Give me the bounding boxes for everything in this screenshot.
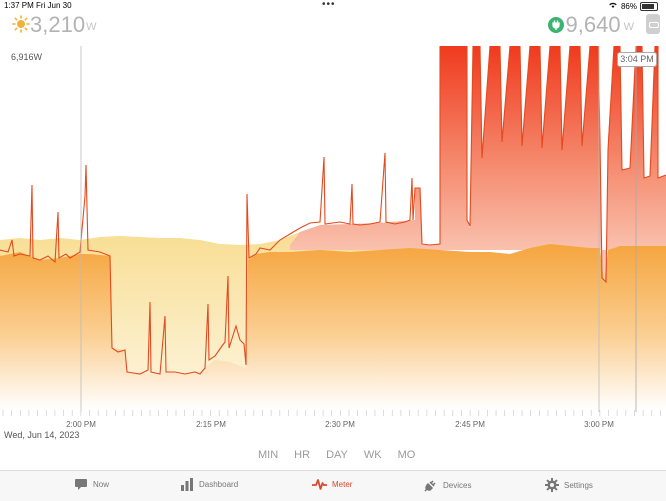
x-tick-label: 2:45 PM — [455, 420, 485, 429]
solar-unit: W — [86, 21, 97, 33]
consumption-line — [0, 46, 666, 375]
consumption-area — [0, 244, 666, 410]
x-tick-label: 2:00 PM — [66, 420, 96, 429]
x-tick-label: 3:00 PM — [584, 420, 614, 429]
current-time-label: 3:04 PM — [617, 52, 657, 67]
solar-value: 3,210 — [30, 12, 86, 37]
grid-plug-icon — [547, 17, 564, 38]
tab-now-label: Now — [93, 480, 110, 489]
device-icon[interactable] — [646, 14, 660, 34]
range-wk-button[interactable]: WK — [363, 449, 382, 461]
power-meter-chart[interactable] — [0, 46, 666, 426]
status-bar: 1:37 PM Fri Jun 30 ••• 86% — [0, 0, 666, 12]
solar-reading[interactable]: 3,210 W — [12, 12, 96, 38]
bar-chart-icon — [180, 478, 194, 491]
tab-devices-label: Devices — [443, 480, 472, 490]
header: 3,210 W 9,640 W — [0, 10, 666, 46]
status-date: Fri Jun 30 — [36, 1, 72, 10]
pulse-icon — [312, 478, 327, 490]
tab-settings[interactable]: Settings — [545, 478, 593, 492]
tab-meter[interactable]: Meter — [312, 478, 352, 490]
tab-now[interactable]: Now — [74, 478, 109, 491]
x-axis-ticks — [2, 410, 661, 416]
gear-icon — [545, 478, 559, 492]
range-day-button[interactable]: DAY — [326, 449, 348, 461]
usage-area — [290, 46, 666, 282]
multitasking-dots-icon[interactable]: ••• — [322, 0, 336, 10]
grid-value: 9,640 — [565, 12, 621, 37]
tab-dashboard[interactable]: Dashboard — [180, 478, 238, 491]
status-time: 1:37 PM — [4, 1, 34, 10]
sun-icon — [12, 15, 30, 38]
range-hr-button[interactable]: HR — [294, 449, 311, 461]
battery-percent: 86% — [620, 1, 637, 11]
peak-value-label: 6,916W — [11, 52, 43, 62]
chart-date: Wed, Jun 14, 2023 — [4, 430, 80, 440]
tab-settings-label: Settings — [564, 480, 593, 490]
grid-unit: W — [623, 21, 634, 33]
range-min-button[interactable]: MIN — [258, 449, 279, 461]
tab-bar: Now Dashboard Meter Devices Settings — [0, 470, 666, 501]
x-tick-label: 2:30 PM — [325, 420, 355, 429]
tab-meter-label: Meter — [332, 479, 353, 489]
wifi-icon — [608, 1, 618, 11]
range-mo-button[interactable]: MO — [397, 449, 416, 461]
plug-icon — [424, 478, 438, 492]
range-selector: MIN HR DAY WK MO — [258, 449, 415, 461]
tab-dashboard-label: Dashboard — [199, 480, 239, 489]
grid-reading[interactable]: 9,640 W — [547, 12, 634, 38]
battery-icon — [640, 1, 658, 11]
chat-bubble-icon — [74, 478, 88, 491]
tab-devices[interactable]: Devices — [424, 478, 471, 492]
x-tick-label: 2:15 PM — [196, 420, 226, 429]
